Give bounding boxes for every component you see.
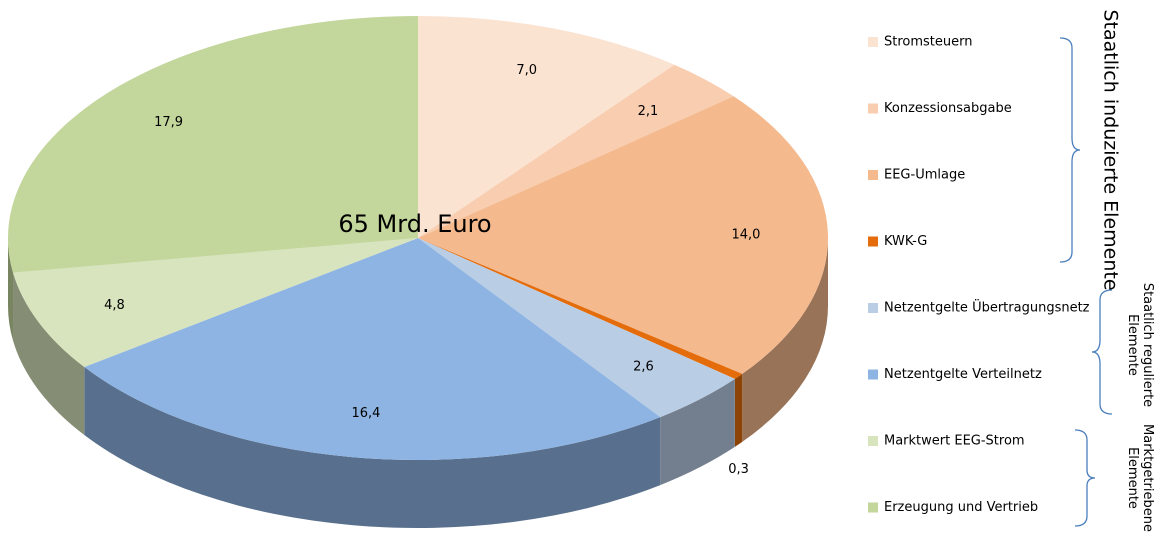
brace [1074, 429, 1096, 527]
pie: 7,0 2,1 14,0 0,3 2,6 16,4 4,8 17,9 [7, 16, 828, 528]
legend-swatch [868, 303, 878, 313]
slice [13, 238, 418, 368]
data-label: 0,3 [728, 462, 749, 477]
group-label: Staatlich regulierte [1140, 283, 1155, 407]
group-label: Elemente [1125, 447, 1140, 509]
legend-label: Stromsteuern [884, 35, 973, 50]
slice-side [13, 272, 85, 436]
slice-side [742, 238, 828, 442]
legend-swatch [868, 37, 878, 47]
legend-label: Erzeugung und Vertrieb [884, 500, 1038, 515]
data-label: 17,9 [154, 115, 183, 130]
legend-swatch [868, 436, 878, 446]
slice [418, 238, 743, 379]
group-label: Elemente [1125, 314, 1140, 376]
slice [418, 16, 675, 238]
legend-swatch [868, 170, 878, 180]
braces [1059, 37, 1113, 527]
legend-label: Marktwert EEG-Strom [884, 434, 1025, 449]
legend: Stromsteuern Konzessionsabgabe EEG-Umlage K… [868, 9, 1155, 532]
group-label: Staatlich induzierte Elemente [1100, 9, 1122, 290]
legend-swatch [868, 502, 878, 513]
brace [1059, 37, 1081, 263]
center-label: 65 Mrd. Euro [338, 210, 491, 238]
legend-label: EEG-Umlage [884, 168, 965, 183]
slice [418, 64, 734, 238]
data-label: 4,8 [104, 298, 125, 313]
legend-label: Netzentgelte Übertragungsnetz [884, 299, 1090, 316]
legend-label: Konzessionsabgabe [884, 101, 1012, 116]
slice-side [7, 238, 14, 341]
slice [84, 238, 661, 460]
slice [418, 238, 735, 418]
slice-side [734, 373, 743, 447]
legend-label: KWK-G [884, 234, 927, 249]
legend-label: Netzentgelte Verteilnetz [884, 367, 1042, 382]
data-label: 2,6 [633, 360, 654, 375]
brace [1091, 289, 1113, 415]
data-label: 14,0 [731, 228, 760, 243]
data-label: 16,4 [352, 406, 381, 421]
data-label: 7,0 [516, 63, 537, 78]
legend-swatch [868, 369, 878, 380]
legend-swatch [868, 236, 878, 247]
legend-swatch [868, 103, 878, 114]
data-label: 2,1 [638, 104, 659, 119]
slice [7, 16, 418, 273]
group-label: Marktgetriebene [1140, 424, 1155, 532]
slice-side [84, 367, 661, 528]
slice [418, 96, 828, 374]
slice-side [660, 378, 735, 486]
